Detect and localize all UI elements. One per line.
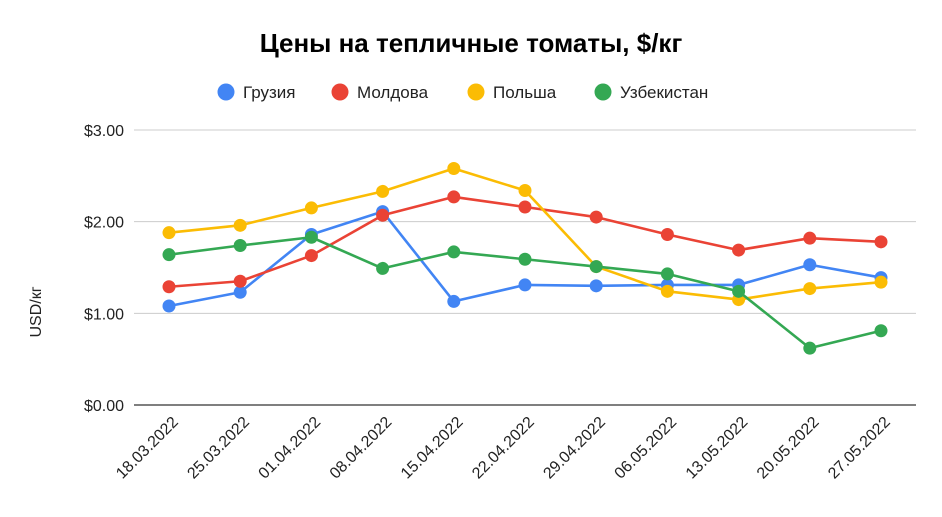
- legend-marker: [594, 83, 612, 101]
- data-point: [447, 162, 461, 175]
- data-point: [803, 231, 817, 245]
- series-Молдова: [162, 190, 888, 294]
- data-point: [162, 299, 176, 313]
- data-point: [304, 201, 318, 215]
- series-group: [162, 162, 888, 355]
- y-tick-label: $3.00: [84, 123, 124, 140]
- legend-label: Узбекистан: [620, 83, 708, 102]
- data-point: [518, 200, 532, 214]
- data-point: [589, 279, 603, 293]
- y-tick-label: $2.00: [84, 215, 124, 232]
- data-point: [162, 226, 176, 240]
- legend-marker: [467, 83, 485, 101]
- x-tick-label: 15.04.2022: [398, 414, 467, 483]
- legend-marker: [331, 83, 349, 101]
- data-point: [376, 261, 390, 275]
- data-point: [874, 235, 888, 249]
- data-point: [304, 249, 318, 263]
- data-point: [803, 258, 817, 272]
- data-point: [447, 245, 461, 259]
- data-point: [233, 218, 247, 232]
- x-axis-ticks: 18.03.2022 25.03.2022 01.04.2022 08.04.2022…: [113, 414, 894, 483]
- data-point: [803, 341, 817, 355]
- x-tick-label: 01.04.2022: [256, 414, 325, 483]
- data-point: [874, 324, 888, 338]
- y-axis-label: USD/кг: [28, 286, 45, 337]
- data-point: [660, 267, 674, 281]
- legend-item: Польша: [467, 83, 557, 102]
- y-tick-label: $1.00: [84, 306, 124, 323]
- data-point: [660, 228, 674, 241]
- y-axis-ticks: $0.00 $1.00 $2.00 $3.00: [84, 123, 124, 415]
- legend-item: Молдова: [331, 83, 429, 102]
- legend-label: Молдова: [357, 83, 429, 102]
- x-tick-label: 18.03.2022: [113, 414, 182, 483]
- series-Польша: [162, 162, 888, 307]
- x-tick-label: 13.05.2022: [683, 414, 752, 483]
- x-tick-label: 25.03.2022: [184, 414, 253, 483]
- data-point: [589, 210, 603, 224]
- legend-marker: [217, 83, 235, 101]
- legend-item: Узбекистан: [594, 83, 708, 102]
- chart-title: Цены на тепличные томаты, $/кг: [260, 28, 683, 58]
- x-tick-label: 08.04.2022: [327, 414, 396, 483]
- grid-lines: [134, 129, 916, 406]
- data-point: [874, 275, 888, 289]
- x-tick-label: 29.04.2022: [540, 414, 609, 483]
- y-tick-label: $0.00: [84, 398, 124, 415]
- data-point: [518, 278, 532, 292]
- x-tick-label: 06.05.2022: [612, 414, 681, 483]
- data-point: [162, 280, 176, 294]
- data-point: [589, 260, 603, 274]
- x-tick-label: 22.04.2022: [469, 414, 538, 483]
- data-point: [732, 284, 746, 298]
- data-point: [233, 285, 247, 299]
- data-point: [518, 252, 532, 266]
- data-point: [233, 239, 247, 252]
- legend: Грузия Молдова Польша Узбекистан: [217, 83, 708, 102]
- data-point: [447, 190, 461, 204]
- data-point: [376, 184, 390, 198]
- x-tick-label: 20.05.2022: [754, 414, 823, 483]
- series-Узбекистан: [162, 230, 888, 355]
- data-point: [518, 184, 532, 197]
- data-point: [803, 282, 817, 296]
- data-point: [660, 284, 674, 298]
- data-point: [447, 294, 461, 308]
- legend-item: Грузия: [217, 83, 296, 102]
- data-point: [233, 274, 247, 288]
- x-tick-label: 27.05.2022: [825, 414, 894, 483]
- data-point: [732, 243, 746, 257]
- data-point: [376, 208, 390, 222]
- data-point: [162, 248, 176, 262]
- data-point: [304, 230, 318, 244]
- legend-label: Грузия: [243, 83, 296, 102]
- legend-label: Польша: [493, 83, 557, 102]
